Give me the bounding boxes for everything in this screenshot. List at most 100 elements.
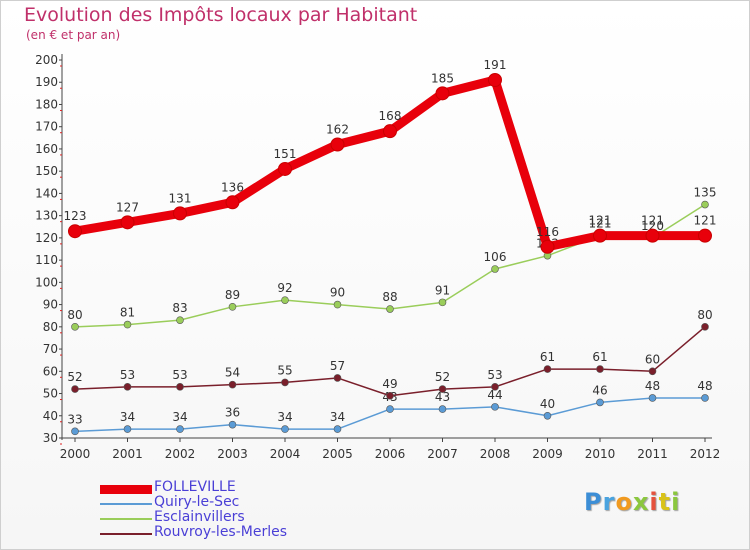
data-point bbox=[701, 200, 709, 209]
data-point bbox=[491, 265, 499, 273]
legend-item: Esclainvillers bbox=[100, 509, 340, 528]
legend-swatch bbox=[100, 503, 152, 505]
data-point bbox=[488, 73, 502, 88]
data-label: 48 bbox=[645, 379, 660, 393]
x-tick-label: 2010 bbox=[585, 447, 616, 461]
data-point bbox=[71, 385, 79, 393]
series-rouvroy-les-merles: 52 53 53 54 55 57 49 52 53 61 61 60 80 bbox=[67, 308, 713, 400]
data-label: 34 bbox=[120, 410, 135, 424]
data-label: 131 bbox=[169, 191, 192, 205]
x-tick-label: 2008 bbox=[480, 447, 511, 461]
data-label: 54 bbox=[225, 366, 240, 380]
data-label: 43 bbox=[435, 390, 450, 404]
data-point bbox=[491, 403, 499, 411]
data-label: 106 bbox=[484, 250, 507, 264]
x-tick-label: 2004 bbox=[270, 447, 301, 461]
data-point bbox=[123, 383, 132, 391]
y-tick-label: 30 bbox=[43, 431, 58, 445]
data-point bbox=[278, 161, 292, 176]
data-label: 60 bbox=[645, 352, 660, 366]
data-point bbox=[228, 420, 237, 429]
legend-swatch bbox=[100, 518, 152, 520]
series-quiry-le-sec: 33343436343443434440464848 bbox=[67, 379, 713, 436]
legend-item: FOLLEVILLE bbox=[100, 479, 340, 498]
data-point bbox=[648, 394, 657, 402]
data-point bbox=[281, 425, 289, 433]
y-tick-label: 90 bbox=[43, 298, 58, 312]
data-label: 80 bbox=[697, 308, 712, 322]
data-point bbox=[333, 425, 342, 433]
data-label: 121 bbox=[694, 214, 717, 228]
data-point bbox=[281, 378, 289, 387]
data-point bbox=[701, 394, 709, 402]
data-label: 120 bbox=[641, 219, 664, 233]
logo-letter: r bbox=[602, 488, 616, 516]
data-point bbox=[540, 239, 555, 254]
y-tick-label: 140 bbox=[35, 186, 58, 200]
data-point bbox=[228, 380, 237, 389]
data-point bbox=[120, 215, 135, 230]
logo-letter: i bbox=[649, 488, 659, 516]
data-label: 135 bbox=[694, 186, 717, 200]
data-label: 53 bbox=[120, 368, 135, 382]
logo-letter: o bbox=[615, 488, 633, 516]
data-label: 48 bbox=[697, 379, 712, 393]
data-point bbox=[71, 323, 79, 331]
data-point bbox=[645, 228, 660, 243]
legend-label: Rouvroy-les-Merles bbox=[154, 524, 288, 540]
data-point bbox=[281, 296, 289, 304]
y-tick-label: 150 bbox=[35, 164, 58, 178]
data-label: 53 bbox=[487, 368, 502, 382]
data-point bbox=[543, 411, 552, 420]
data-label: 44 bbox=[487, 388, 502, 402]
data-point bbox=[383, 124, 397, 139]
data-label: 121 bbox=[589, 217, 612, 231]
x-tick-label: 2011 bbox=[637, 447, 668, 461]
x-tick-label: 2001 bbox=[112, 447, 143, 461]
data-point bbox=[701, 323, 709, 331]
data-label: 52 bbox=[67, 370, 82, 384]
chart-subtitle: (en € et par an) bbox=[26, 28, 121, 42]
data-point bbox=[176, 383, 184, 391]
y-tick-label: 200 bbox=[35, 53, 58, 67]
legend-label: Esclainvillers bbox=[154, 509, 245, 525]
data-point bbox=[543, 365, 552, 373]
data-label: 34 bbox=[172, 410, 187, 424]
legend-item: Rouvroy-les-Merles bbox=[100, 524, 340, 543]
data-label: 53 bbox=[172, 368, 187, 382]
y-tick-label: 60 bbox=[43, 364, 58, 378]
chart-title: Evolution des Impôts locaux par Habitant bbox=[24, 4, 418, 26]
data-point bbox=[593, 228, 607, 243]
data-label: 40 bbox=[540, 397, 555, 411]
data-point bbox=[176, 425, 184, 433]
data-label: 123 bbox=[64, 209, 87, 223]
y-tick-label: 50 bbox=[43, 387, 58, 401]
x-tick-label: 2007 bbox=[427, 447, 458, 461]
data-label: 91 bbox=[435, 283, 450, 297]
logo-letter: i bbox=[671, 488, 681, 516]
y-tick-label: 160 bbox=[35, 142, 58, 156]
data-point bbox=[438, 385, 447, 393]
data-point bbox=[596, 365, 604, 373]
x-tick-label: 2006 bbox=[375, 447, 406, 461]
data-point bbox=[123, 320, 132, 329]
y-tick-label: 130 bbox=[35, 209, 58, 223]
data-label: 61 bbox=[592, 350, 607, 364]
data-label: 185 bbox=[431, 71, 454, 85]
data-label: 121 bbox=[589, 214, 612, 228]
data-label: 121 bbox=[641, 214, 664, 228]
data-point bbox=[228, 303, 237, 311]
data-point bbox=[173, 206, 187, 221]
series-esclainvillers: 8081838992908891106112121120135 bbox=[67, 186, 716, 331]
y-tick-label: 190 bbox=[35, 75, 58, 89]
data-label: 52 bbox=[435, 370, 450, 384]
data-label: 191 bbox=[484, 58, 507, 72]
y-tick-label: 180 bbox=[35, 97, 58, 111]
x-tick-label: 2012 bbox=[690, 447, 721, 461]
data-label: 34 bbox=[277, 410, 292, 424]
data-label: 162 bbox=[326, 122, 349, 136]
legend-item: Quiry-le-Sec bbox=[100, 494, 340, 513]
data-point bbox=[123, 425, 132, 433]
data-point bbox=[491, 383, 499, 391]
